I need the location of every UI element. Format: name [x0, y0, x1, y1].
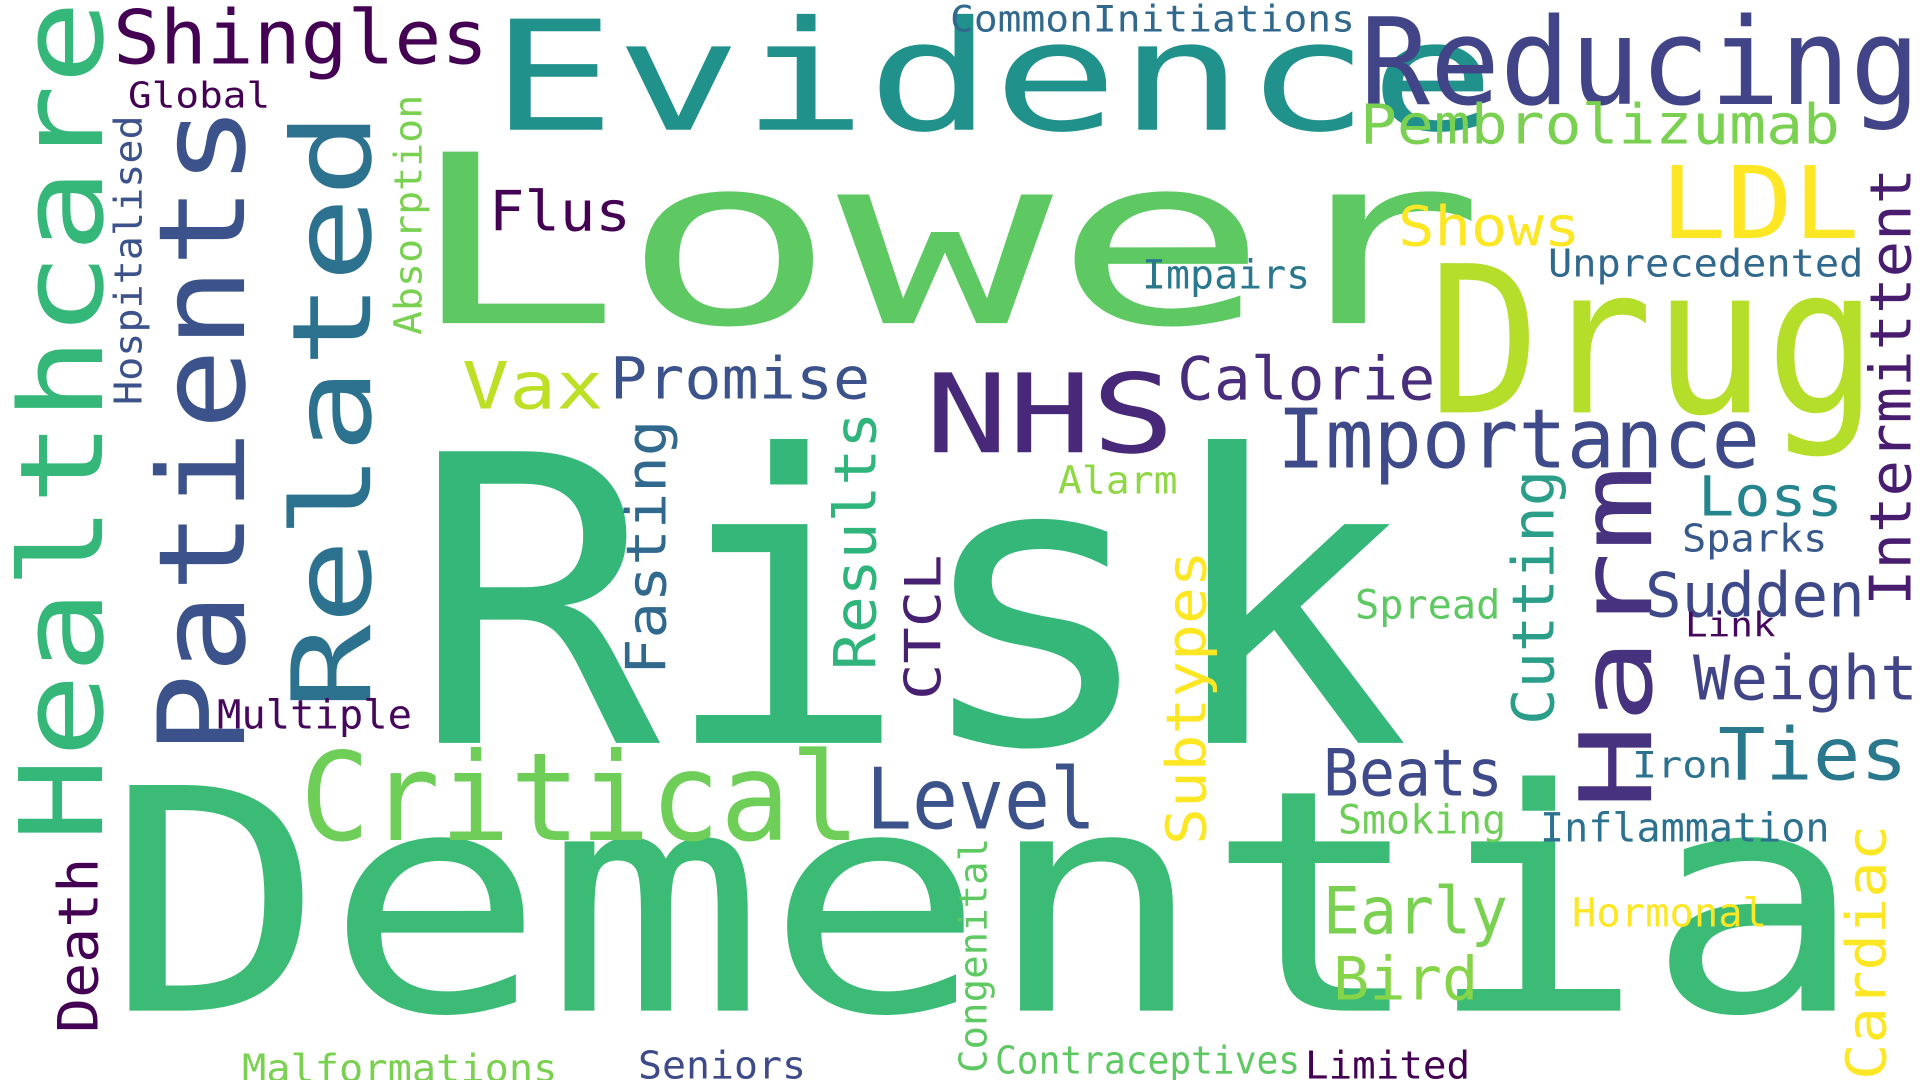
- word-iron: Iron: [1632, 744, 1733, 788]
- word-congenital: Congenital: [951, 837, 997, 1073]
- word-vax: Vax: [462, 348, 604, 425]
- word-impairs: Impairs: [1142, 251, 1311, 299]
- word-multiple: Multiple: [217, 691, 413, 739]
- word-unprecedented: Unprecedented: [1548, 241, 1864, 287]
- word-beats: Beats: [1323, 735, 1503, 812]
- word-lower: Lower: [405, 104, 1486, 379]
- word-inflammation: Inflammation: [1540, 804, 1830, 852]
- word-weight: Weight: [1693, 641, 1918, 715]
- word-alarm: Alarm: [1058, 458, 1178, 504]
- word-sudden: Sudden: [1645, 558, 1865, 632]
- word-intermittent: Intermittent: [1857, 167, 1920, 606]
- word-spread: Spread: [1355, 581, 1501, 629]
- word-ctcl: CTCL: [895, 554, 954, 700]
- word-critical: Critical: [300, 727, 861, 870]
- word-link: Link: [1685, 606, 1776, 646]
- word-promise: Promise: [610, 344, 871, 413]
- word-dementia: Dementia: [105, 724, 1866, 1080]
- word-malformations: Malformations: [242, 1046, 558, 1080]
- word-cutting: Cutting: [1499, 469, 1568, 725]
- word-shingles: Shingles: [113, 0, 489, 82]
- word-hospitalised: Hospitalised: [106, 115, 152, 405]
- word-limited: Limited: [1305, 1043, 1471, 1080]
- word-pembrolizumab: Pembrolizumab: [1360, 93, 1840, 158]
- word-absorption: Absorption: [386, 94, 432, 336]
- word-fasting: Fasting: [615, 419, 680, 675]
- word-calorie: Calorie: [1177, 344, 1436, 415]
- word-results: Results: [821, 411, 890, 670]
- word-importance: Importance: [1277, 392, 1760, 488]
- word-commoninitiations: CommonInitiations: [950, 0, 1355, 42]
- word-hormonal: Hormonal: [1572, 889, 1768, 937]
- word-early: Early: [1323, 873, 1508, 950]
- word-ldl: LDL: [1660, 146, 1860, 263]
- word-loss: Loss: [1698, 465, 1843, 530]
- word-nhs: NHS: [925, 350, 1175, 479]
- word-evidence: Evidence: [490, 0, 1496, 167]
- word-sparks: Sparks: [1682, 516, 1828, 562]
- word-patients: Patients: [132, 104, 273, 755]
- word-smoking: Smoking: [1338, 796, 1507, 844]
- word-drug: Drug: [1428, 222, 1878, 461]
- word-shows: Shows: [1398, 195, 1581, 260]
- word-bird: Bird: [1333, 944, 1479, 1015]
- word-flus: Flus: [489, 180, 631, 245]
- word-cardiac: Cardiac: [1835, 824, 1900, 1080]
- word-seniors: Seniors: [638, 1043, 807, 1080]
- word-risk: Risk: [410, 371, 1411, 838]
- word-death: Death: [47, 857, 112, 1033]
- word-level: Level: [866, 750, 1097, 850]
- word-reducing: Reducing: [1360, 0, 1920, 133]
- word-contraceptives: Contraceptives: [995, 1038, 1301, 1080]
- word-related: Related: [268, 111, 397, 710]
- word-healthcare: Healthcare: [0, 0, 130, 842]
- word-ties: Ties: [1718, 713, 1908, 798]
- word-subtypes: Subtypes: [1155, 550, 1220, 845]
- word-global: Global: [128, 74, 271, 117]
